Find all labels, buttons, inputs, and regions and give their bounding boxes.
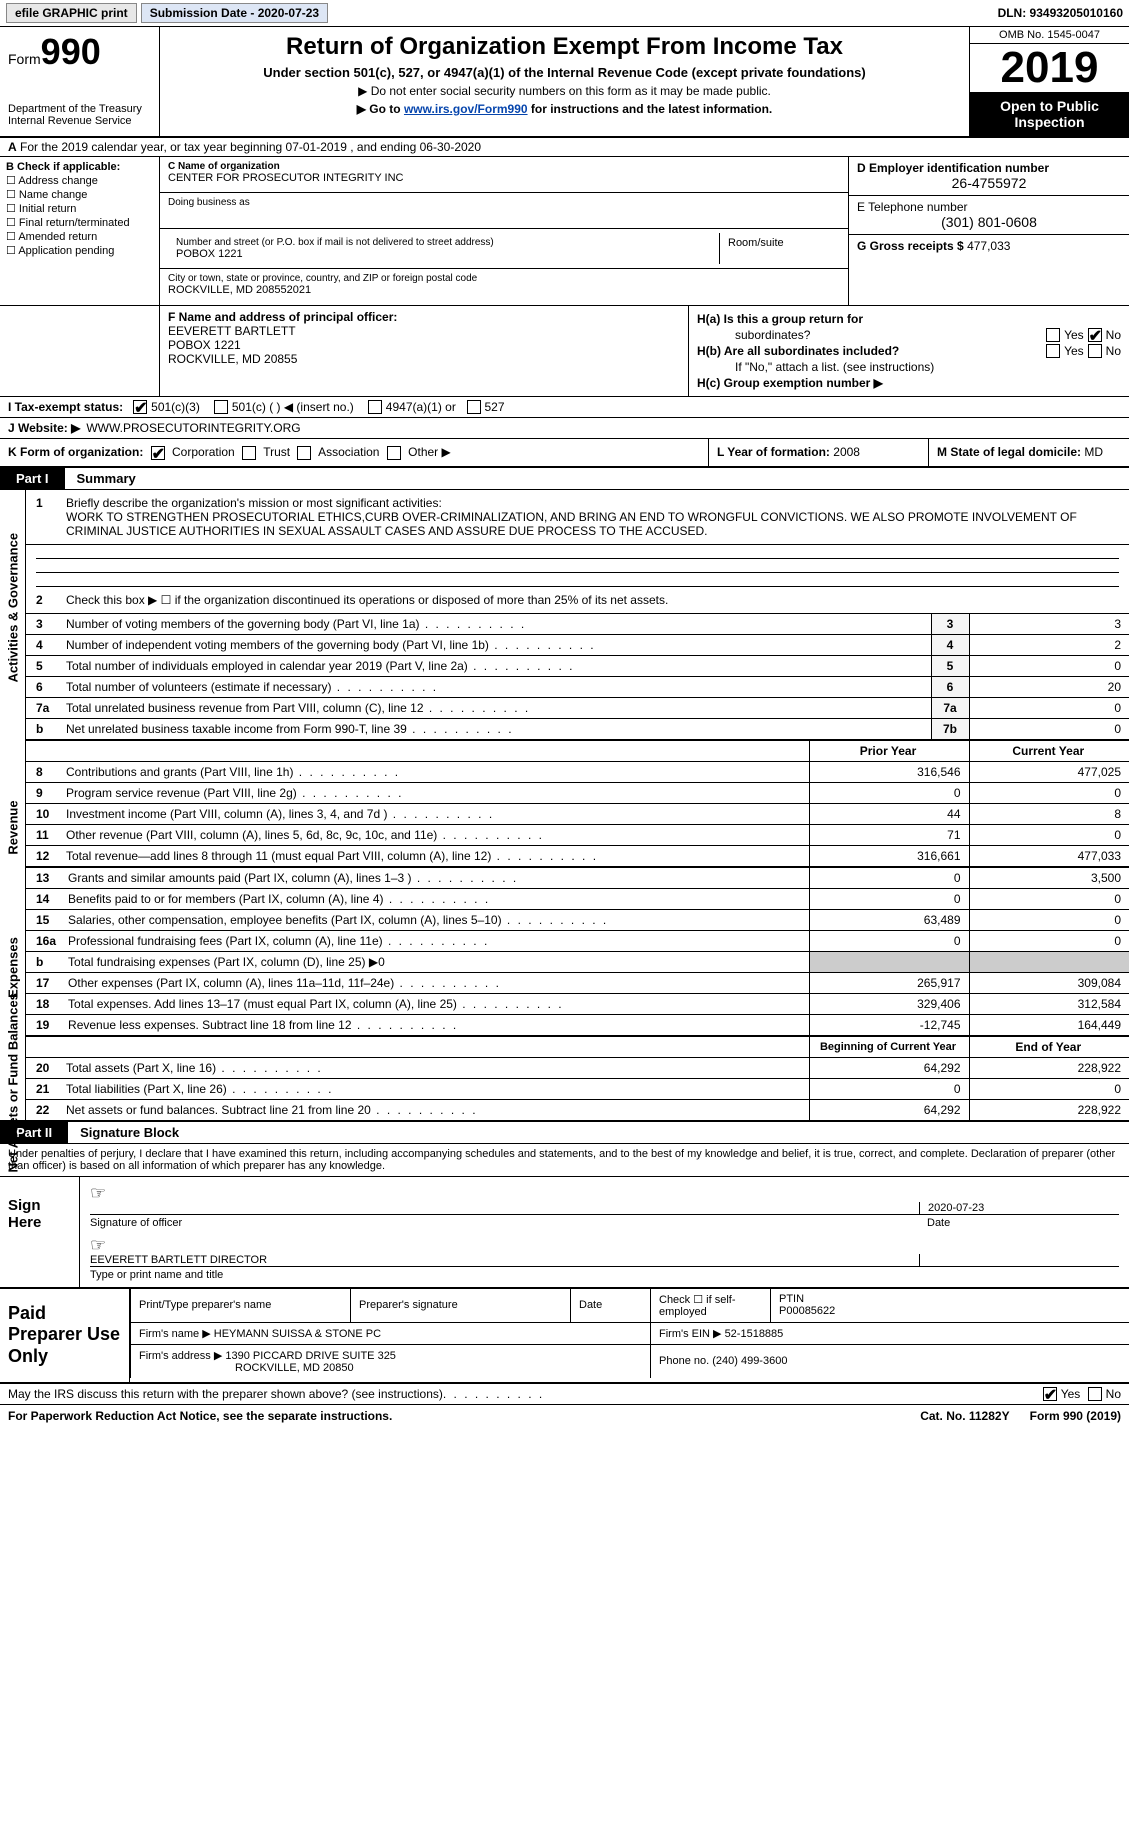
firm-ein: 52-1518885 <box>725 1328 784 1340</box>
org-city: ROCKVILLE, MD 208552021 <box>168 284 840 296</box>
ein: 26-4755972 <box>857 175 1121 191</box>
tax-year: 2019 <box>970 44 1129 92</box>
form-subtitle: Under section 501(c), 527, or 4947(a)(1)… <box>170 65 959 80</box>
irs-link[interactable]: www.irs.gov/Form990 <box>404 102 528 116</box>
block-klm: K Form of organization: Corporation Trus… <box>0 439 1129 468</box>
form-header: Form990 Department of the Treasury Inter… <box>0 27 1129 138</box>
k-corp[interactable] <box>151 446 165 460</box>
omb-number: OMB No. 1545-0047 <box>970 27 1129 44</box>
col-h: H(a) Is this a group return for subordin… <box>689 306 1129 396</box>
i-501c3[interactable] <box>133 400 147 414</box>
col-f: F Name and address of principal officer:… <box>160 306 689 396</box>
k-assoc[interactable] <box>297 446 311 460</box>
paid-preparer: Paid Preparer Use Only Print/Type prepar… <box>0 1289 1129 1384</box>
efile-btn[interactable]: efile GRAPHIC print <box>6 3 137 23</box>
firm-phone: (240) 499-3600 <box>712 1355 787 1367</box>
gov-table: 3Number of voting members of the governi… <box>26 613 1129 739</box>
ha-yes[interactable] <box>1046 328 1060 342</box>
rev-table: Prior YearCurrent Year 8Contributions an… <box>26 740 1129 866</box>
i-527[interactable] <box>467 400 481 414</box>
dept-label: Department of the Treasury Internal Reve… <box>8 103 151 127</box>
discuss-yes[interactable] <box>1043 1387 1057 1401</box>
ptin: P00085622 <box>779 1305 835 1317</box>
firm-name: HEYMANN SUISSA & STONE PC <box>214 1328 381 1340</box>
row-i: I Tax-exempt status: 501(c)(3) 501(c) ( … <box>0 397 1129 418</box>
cb-amended[interactable]: ☐ Amended return <box>6 230 153 243</box>
col-b: B Check if applicable: ☐ Address change … <box>0 157 160 305</box>
gross-receipts: 477,033 <box>967 239 1010 253</box>
year-box: OMB No. 1545-0047 2019 Open to Public In… <box>969 27 1129 136</box>
col-k: K Form of organization: Corporation Trus… <box>0 439 709 466</box>
block-fgh: F Name and address of principal officer:… <box>0 306 1129 397</box>
na-table: Beginning of Current YearEnd of Year 20T… <box>26 1036 1129 1120</box>
firm-addr: 1390 PICCARD DRIVE SUITE 325 <box>225 1350 396 1362</box>
sign-here: Sign Here ☞ 2020-07-23 Signature of offi… <box>0 1177 1129 1289</box>
col-d: D Employer identification number 26-4755… <box>849 157 1129 305</box>
hb-yes[interactable] <box>1046 344 1060 358</box>
cb-final[interactable]: ☐ Final return/terminated <box>6 216 153 229</box>
discuss-row: May the IRS discuss this return with the… <box>0 1384 1129 1405</box>
block-bcd: B Check if applicable: ☐ Address change … <box>0 157 1129 306</box>
penalty-text: Under penalties of perjury, I declare th… <box>0 1144 1129 1177</box>
hb-no[interactable] <box>1088 344 1102 358</box>
website: WWW.PROSECUTORINTEGRITY.ORG <box>86 421 300 435</box>
row-j: J Website: ▶ WWW.PROSECUTORINTEGRITY.ORG <box>0 418 1129 439</box>
officer-name: EEVERETT BARTLETT <box>168 324 296 338</box>
org-name: CENTER FOR PROSECUTOR INTEGRITY INC <box>168 172 840 184</box>
telephone: (301) 801-0608 <box>857 214 1121 230</box>
line-1: 1 Briefly describe the organization's mi… <box>26 490 1129 545</box>
ha-no[interactable] <box>1088 328 1102 342</box>
expense-section: 13Grants and similar amounts paid (Part … <box>26 867 1129 1036</box>
note-2: ▶ Go to www.irs.gov/Form990 for instruct… <box>170 102 959 116</box>
discuss-no[interactable] <box>1088 1387 1102 1401</box>
submission-date: Submission Date - 2020-07-23 <box>141 3 328 23</box>
room-suite: Room/suite <box>720 233 840 264</box>
row-a: A For the 2019 calendar year, or tax yea… <box>0 138 1129 157</box>
k-trust[interactable] <box>242 446 256 460</box>
k-other[interactable] <box>387 446 401 460</box>
part1-header: Part I Summary <box>0 468 1129 490</box>
line-2: 2Check this box ▶ ☐ if the organization … <box>26 587 1129 613</box>
revenue-section: Prior YearCurrent Year 8Contributions an… <box>26 740 1129 867</box>
cb-initial[interactable]: ☐ Initial return <box>6 202 153 215</box>
i-4947[interactable] <box>368 400 382 414</box>
form-title: Return of Organization Exempt From Incom… <box>170 33 959 61</box>
title-box: Return of Organization Exempt From Incom… <box>160 27 969 136</box>
cb-address[interactable]: ☐ Address change <box>6 174 153 187</box>
form-number-box: Form990 Department of the Treasury Inter… <box>0 27 160 136</box>
netassets-section: Beginning of Current YearEnd of Year 20T… <box>26 1036 1129 1120</box>
note-1: ▶ Do not enter social security numbers o… <box>170 84 959 98</box>
cb-pending[interactable]: ☐ Application pending <box>6 244 153 257</box>
footer: For Paperwork Reduction Act Notice, see … <box>0 1405 1129 1427</box>
col-l: L Year of formation: 2008 <box>709 439 929 466</box>
part2-header: Part II Signature Block <box>0 1122 1129 1144</box>
governance-section: 1 Briefly describe the organization's mi… <box>26 490 1129 740</box>
open-inspection: Open to Public Inspection <box>970 92 1129 136</box>
i-501c[interactable] <box>214 400 228 414</box>
col-m: M State of legal domicile: MD <box>929 439 1129 466</box>
dln: DLN: 93493205010160 <box>998 6 1123 20</box>
cb-name[interactable]: ☐ Name change <box>6 188 153 201</box>
top-bar: efile GRAPHIC print Submission Date - 20… <box>0 0 1129 27</box>
org-address: POBOX 1221 <box>168 248 719 264</box>
col-c: C Name of organization CENTER FOR PROSEC… <box>160 157 849 305</box>
summary-grid: Activities & Governance Revenue Expenses… <box>0 490 1129 1122</box>
side-labels: Activities & Governance Revenue Expenses… <box>0 490 26 1120</box>
exp-table: 13Grants and similar amounts paid (Part … <box>26 867 1129 1035</box>
